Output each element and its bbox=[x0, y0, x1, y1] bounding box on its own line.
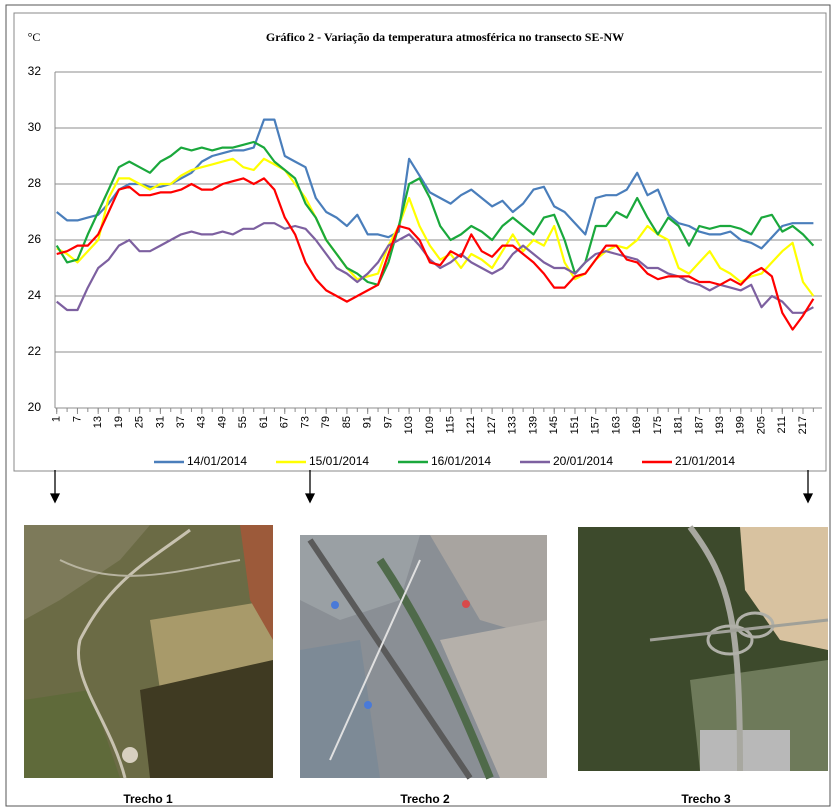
x-tick-label: 25 bbox=[134, 416, 146, 428]
y-tick-label: 32 bbox=[28, 64, 42, 78]
x-tick-label: 97 bbox=[382, 416, 394, 428]
caption: Trecho 2 bbox=[400, 792, 450, 806]
x-tick-label: 187 bbox=[693, 416, 705, 434]
chart-title: Gráfico 2 - Variação da temperatura atmo… bbox=[266, 30, 624, 44]
satellite-image-3 bbox=[578, 527, 828, 771]
x-tick-label: 211 bbox=[776, 416, 788, 434]
figure: Gráfico 2 - Variação da temperatura atmo… bbox=[0, 0, 836, 809]
y-tick-label: 22 bbox=[28, 344, 42, 358]
x-tick-label: 121 bbox=[465, 416, 477, 434]
x-tick-label: 115 bbox=[444, 416, 456, 434]
x-tick-label: 49 bbox=[216, 416, 228, 428]
x-tick-label: 157 bbox=[590, 416, 602, 434]
x-tick-label: 103 bbox=[403, 416, 415, 434]
x-tick-label: 217 bbox=[797, 416, 809, 434]
x-tick-label: 1 bbox=[51, 416, 63, 422]
page: {"chart_data": {"type": "line", "title":… bbox=[0, 0, 836, 809]
x-tick-label: 163 bbox=[610, 416, 622, 434]
x-tick-label: 67 bbox=[279, 416, 291, 428]
caption: Trecho 3 bbox=[681, 792, 731, 806]
x-tick-label: 193 bbox=[714, 416, 726, 434]
y-tick-label: 26 bbox=[28, 232, 42, 246]
x-tick-label: 91 bbox=[362, 416, 374, 428]
x-tick-label: 205 bbox=[755, 416, 767, 434]
satellite-image-1 bbox=[24, 525, 273, 778]
x-tick-label: 169 bbox=[631, 416, 643, 434]
legend-label: 16/01/2014 bbox=[431, 454, 491, 468]
x-tick-label: 139 bbox=[527, 416, 539, 434]
x-tick-label: 151 bbox=[569, 416, 581, 434]
x-tick-label: 43 bbox=[196, 416, 208, 428]
x-tick-label: 73 bbox=[299, 416, 311, 428]
caption: Trecho 1 bbox=[123, 792, 173, 806]
x-tick-label: 199 bbox=[735, 416, 747, 434]
x-tick-label: 145 bbox=[548, 416, 560, 434]
x-tick-label: 37 bbox=[175, 416, 187, 428]
x-tick-label: 133 bbox=[507, 416, 519, 434]
x-tick-label: 31 bbox=[154, 416, 166, 428]
x-tick-label: 55 bbox=[237, 416, 249, 428]
x-tick-label: 19 bbox=[113, 416, 125, 428]
y-axis-label: °C bbox=[28, 30, 41, 44]
x-tick-label: 7 bbox=[71, 416, 83, 422]
x-tick-label: 109 bbox=[424, 416, 436, 434]
x-tick-label: 61 bbox=[258, 416, 270, 428]
legend-label: 21/01/2014 bbox=[675, 454, 735, 468]
legend-label: 14/01/2014 bbox=[187, 454, 247, 468]
legend-label: 20/01/2014 bbox=[553, 454, 613, 468]
x-tick-label: 127 bbox=[486, 416, 498, 434]
x-tick-label: 175 bbox=[652, 416, 664, 434]
x-tick-label: 85 bbox=[341, 416, 353, 428]
x-tick-label: 13 bbox=[92, 416, 104, 428]
y-tick-label: 24 bbox=[28, 288, 42, 302]
x-tick-label: 79 bbox=[320, 416, 332, 428]
y-tick-label: 30 bbox=[28, 120, 42, 134]
x-tick-label: 181 bbox=[673, 416, 685, 434]
y-tick-label: 28 bbox=[28, 176, 42, 190]
y-tick-label: 20 bbox=[28, 400, 42, 414]
legend-label: 15/01/2014 bbox=[309, 454, 369, 468]
satellite-image-2 bbox=[300, 535, 547, 778]
